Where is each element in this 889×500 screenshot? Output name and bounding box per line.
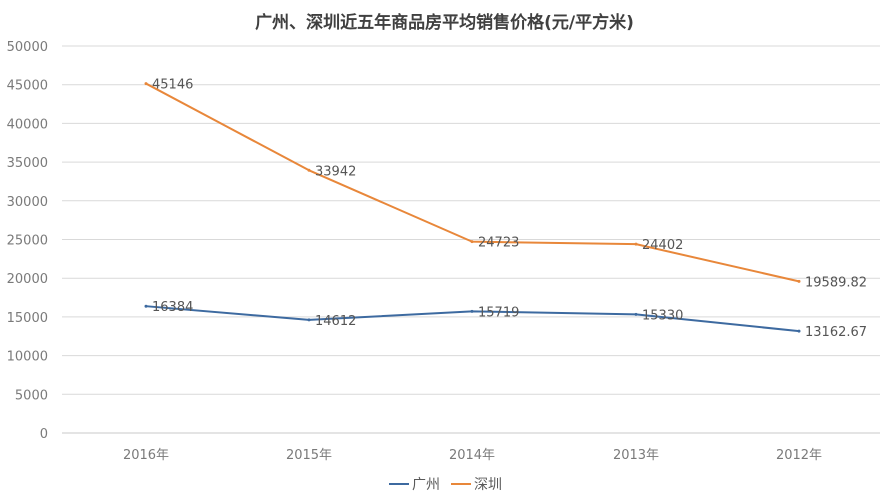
data-point xyxy=(634,242,638,246)
y-tick-label: 45000 xyxy=(7,79,48,94)
y-tick-label: 50000 xyxy=(7,40,48,55)
x-tick-label: 2015年 xyxy=(286,448,332,463)
data-point xyxy=(797,279,801,283)
data-point xyxy=(144,304,148,308)
y-tick-label: 35000 xyxy=(7,156,48,171)
legend-label: 深圳 xyxy=(474,477,502,493)
data-label: 15330 xyxy=(642,308,683,323)
series-line xyxy=(145,82,800,283)
data-label: 16384 xyxy=(152,300,193,315)
data-point xyxy=(470,309,474,313)
data-label: 15719 xyxy=(478,305,519,320)
data-point xyxy=(470,240,474,244)
data-label: 14612 xyxy=(315,314,356,329)
x-tick-label: 2014年 xyxy=(449,448,495,463)
data-label: 13162.67 xyxy=(805,325,867,340)
y-tick-label: 30000 xyxy=(7,195,48,210)
data-label: 19589.82 xyxy=(805,275,867,290)
x-tick-label: 2016年 xyxy=(123,448,169,463)
data-point xyxy=(307,168,311,172)
data-label: 33942 xyxy=(315,164,356,179)
y-tick-label: 5000 xyxy=(15,388,48,403)
data-label: 45146 xyxy=(152,78,193,93)
y-tick-label: 40000 xyxy=(7,117,48,132)
y-tick-label: 10000 xyxy=(7,350,48,365)
data-point xyxy=(634,312,638,316)
data-label: 24402 xyxy=(642,238,683,253)
data-point xyxy=(797,329,801,333)
data-point xyxy=(144,82,148,86)
chart-title: 广州、深圳近五年商品房平均销售价格(元/平方米) xyxy=(255,13,634,33)
y-tick-label: 15000 xyxy=(7,311,48,326)
y-tick-label: 0 xyxy=(40,427,48,442)
x-tick-label: 2012年 xyxy=(776,448,822,463)
legend-label: 广州 xyxy=(412,477,440,493)
x-tick-label: 2013年 xyxy=(613,448,659,463)
y-tick-label: 20000 xyxy=(7,272,48,287)
data-point xyxy=(307,318,311,322)
data-label: 24723 xyxy=(478,236,519,251)
y-tick-label: 25000 xyxy=(7,234,48,249)
